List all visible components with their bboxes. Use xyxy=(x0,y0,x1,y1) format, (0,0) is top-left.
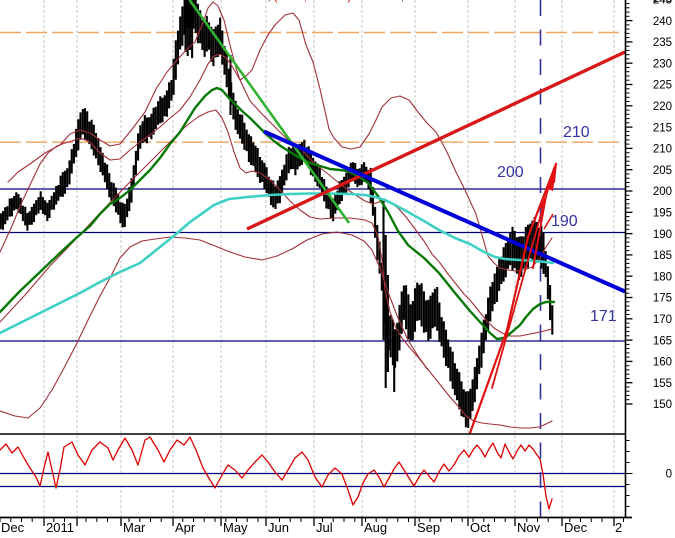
svg-text:240: 240 xyxy=(653,16,672,28)
svg-text:225: 225 xyxy=(653,80,672,92)
svg-text:215: 215 xyxy=(653,122,672,134)
svg-text:171: 171 xyxy=(590,308,617,325)
svg-text:195: 195 xyxy=(653,208,672,220)
svg-text:200: 200 xyxy=(653,186,672,198)
svg-text:Apr: Apr xyxy=(175,520,196,535)
svg-text:220: 220 xyxy=(653,101,672,113)
svg-text:210: 210 xyxy=(653,144,672,156)
svg-text:165: 165 xyxy=(653,335,672,347)
svg-text:Aug: Aug xyxy=(364,520,387,535)
svg-text:235: 235 xyxy=(653,37,672,49)
svg-text:175: 175 xyxy=(653,293,672,305)
svg-text:190: 190 xyxy=(653,229,672,241)
svg-text:2: 2 xyxy=(615,520,622,535)
svg-text:160: 160 xyxy=(653,357,672,369)
svg-text:190: 190 xyxy=(551,213,578,230)
svg-text:170: 170 xyxy=(653,314,672,326)
svg-text:245: 245 xyxy=(653,0,672,7)
svg-text:2011: 2011 xyxy=(46,520,74,535)
svg-text:Oct: Oct xyxy=(470,520,491,535)
svg-text:Dec: Dec xyxy=(1,520,25,535)
svg-text:Sep: Sep xyxy=(417,520,440,535)
svg-text:May: May xyxy=(223,520,248,535)
svg-text:Nov: Nov xyxy=(517,520,541,535)
svg-text:210: 210 xyxy=(563,124,590,141)
svg-text:Jun: Jun xyxy=(268,520,289,535)
svg-text:Dec: Dec xyxy=(564,520,588,535)
svg-text:200: 200 xyxy=(497,164,524,181)
svg-text:0: 0 xyxy=(666,469,672,481)
svg-text:185: 185 xyxy=(653,250,672,262)
svg-text:Mar: Mar xyxy=(123,520,146,535)
svg-text:205: 205 xyxy=(653,165,672,177)
svg-text:230: 230 xyxy=(653,58,672,70)
svg-text:150: 150 xyxy=(653,399,672,411)
svg-text:180: 180 xyxy=(653,271,672,283)
svg-text:155: 155 xyxy=(653,378,672,390)
svg-text:245: 245 xyxy=(653,0,672,5)
svg-text:Jul: Jul xyxy=(316,520,333,535)
